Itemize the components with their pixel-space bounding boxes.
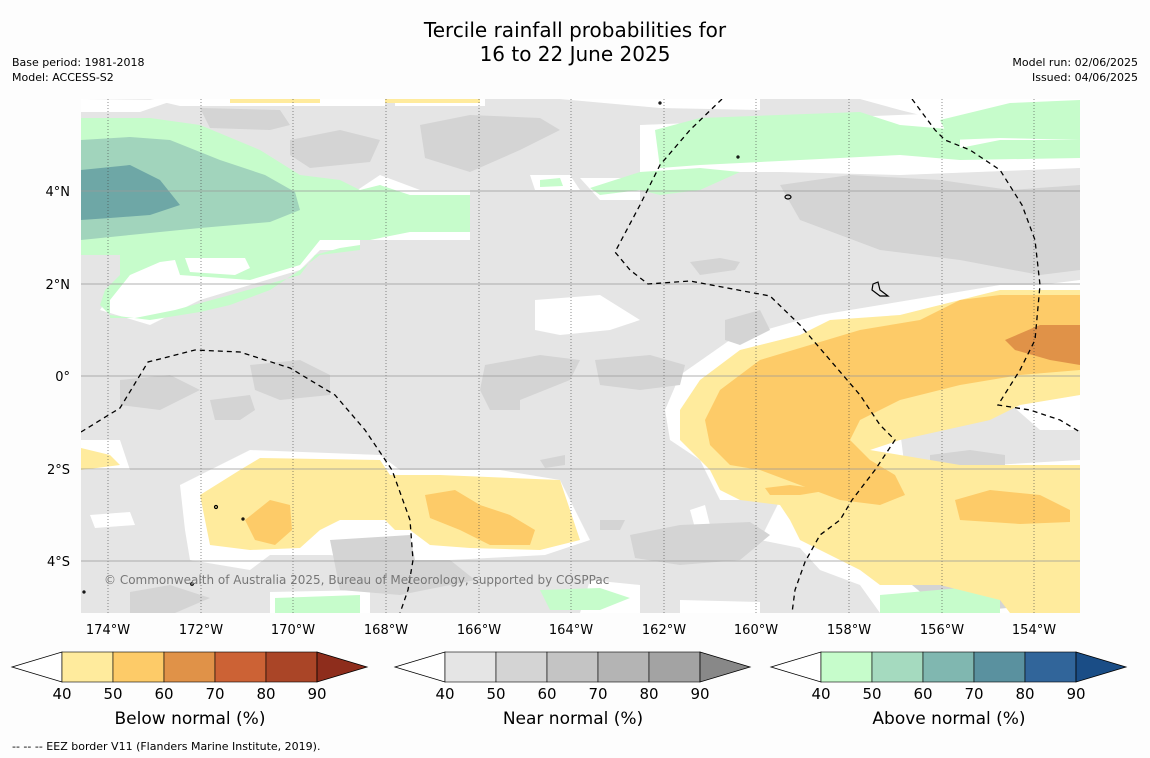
colorbar-tick-label: 60 bbox=[537, 685, 556, 700]
rainfall-map: © Commonwealth of Australia 2025, Bureau… bbox=[10, 99, 1128, 700]
colorbar-segment bbox=[597, 651, 650, 683]
colorbar-lower-extension bbox=[769, 651, 822, 683]
above-normal-60-area bbox=[81, 165, 180, 220]
colorbar-segment bbox=[820, 651, 873, 683]
model-run-date: Model run: 02/06/2025 bbox=[1012, 56, 1138, 69]
colorbar-title-near: Near normal (%) bbox=[502, 709, 644, 729]
eez-borders bbox=[81, 99, 1080, 613]
copyright-notice: © Commonwealth of Australia 2025, Bureau… bbox=[104, 573, 609, 587]
lon-label: 168°W bbox=[364, 623, 408, 638]
colorbar-tick-label: 60 bbox=[154, 685, 173, 700]
colorbar-tick-label: 60 bbox=[913, 685, 932, 700]
colorbar-segment bbox=[973, 651, 1026, 683]
colorbar-segment bbox=[922, 651, 975, 683]
lon-label: 158°W bbox=[827, 623, 871, 638]
colorbar-above: 40 50 60 70 80 90 bbox=[769, 651, 1128, 700]
lon-label: 162°W bbox=[642, 623, 686, 638]
colorbar-tick-label: 40 bbox=[811, 685, 830, 700]
colorbar-tick-label: 50 bbox=[486, 685, 505, 700]
lon-label: 154°W bbox=[1012, 623, 1056, 638]
lat-label: 4°N bbox=[46, 185, 71, 200]
colorbar-near: 40 50 60 70 80 90 bbox=[393, 651, 752, 700]
colorbar-below: 40 50 60 70 80 90 bbox=[10, 651, 369, 700]
colorbar-tick-label: 90 bbox=[307, 685, 326, 700]
below-normal-50-areas bbox=[245, 295, 1080, 545]
issued-date: Issued: 04/06/2025 bbox=[1031, 71, 1138, 84]
islands bbox=[82, 101, 890, 594]
colorbar-segment bbox=[871, 651, 924, 683]
colorbar-upper-extension bbox=[699, 651, 752, 683]
lon-label: 174°W bbox=[86, 623, 130, 638]
colorbar-segment bbox=[495, 651, 548, 683]
colorbar-legends: 40 50 60 70 80 90 40 50 60 70 80 90 40 50 60 70 80 90 bbox=[10, 651, 1128, 700]
colorbar-tick-label: 70 bbox=[588, 685, 607, 700]
colorbar-segment bbox=[1024, 651, 1077, 683]
colorbar-tick-label: 80 bbox=[1015, 685, 1034, 700]
colorbar-tick-label: 70 bbox=[205, 685, 224, 700]
colorbar-segment bbox=[163, 651, 216, 683]
lat-label: 4°S bbox=[47, 555, 70, 570]
lon-label: 160°W bbox=[734, 623, 778, 638]
lat-label: 2°S bbox=[47, 463, 70, 478]
lon-label: 164°W bbox=[549, 623, 593, 638]
colorbar-title-below: Below normal (%) bbox=[114, 709, 266, 729]
lon-label: 166°W bbox=[457, 623, 501, 638]
colorbar-tick-label: 50 bbox=[103, 685, 122, 700]
run-info: Model run: 02/06/2025 Issued: 04/06/2025 bbox=[1012, 55, 1138, 85]
colorbar-tick-label: 70 bbox=[964, 685, 983, 700]
colorbar-tick-label: 80 bbox=[639, 685, 658, 700]
longitude-labels: 174°W 172°W 170°W 168°W 166°W 164°W 162°… bbox=[86, 623, 1056, 638]
model-info: Base period: 1981-2018 Model: ACCESS-S2 bbox=[12, 55, 144, 85]
base-period: Base period: 1981-2018 bbox=[12, 56, 145, 69]
map-field: © Commonwealth of Australia 2025, Bureau… bbox=[81, 99, 1080, 613]
colorbar-tick-label: 40 bbox=[52, 685, 71, 700]
lon-label: 170°W bbox=[271, 623, 315, 638]
lon-label: 172°W bbox=[179, 623, 223, 638]
lon-label: 156°W bbox=[920, 623, 964, 638]
title-line-2: 16 to 22 June 2025 bbox=[479, 42, 671, 66]
colorbar-segment bbox=[444, 651, 497, 683]
colorbar-upper-extension bbox=[316, 651, 369, 683]
lat-label: 2°N bbox=[46, 278, 71, 293]
eez-footnote: -- -- -- EEZ border V11 (Flanders Marine… bbox=[12, 740, 321, 753]
colorbar-tick-label: 40 bbox=[435, 685, 454, 700]
colorbar-segment bbox=[214, 651, 267, 683]
colorbar-segment bbox=[546, 651, 599, 683]
colorbar-lower-extension bbox=[10, 651, 63, 683]
below-normal-60-area bbox=[1005, 325, 1080, 365]
map-title: Tercile rainfall probabilities for 16 to… bbox=[0, 18, 1150, 66]
colorbar-tick-label: 80 bbox=[256, 685, 275, 700]
colorbar-tick-label: 90 bbox=[1066, 685, 1085, 700]
colorbar-segment bbox=[648, 651, 701, 683]
lat-label: 0° bbox=[55, 370, 70, 385]
latitude-gridlines bbox=[81, 190, 1080, 562]
colorbar-tick-label: 90 bbox=[690, 685, 709, 700]
title-line-1: Tercile rainfall probabilities for bbox=[423, 18, 727, 42]
colorbar-segment bbox=[112, 651, 165, 683]
latitude-labels: 4°N 2°N 0° 2°S 4°S bbox=[46, 185, 71, 570]
model-name: Model: ACCESS-S2 bbox=[12, 71, 114, 84]
colorbar-segment bbox=[61, 651, 114, 683]
colorbar-lower-extension bbox=[393, 651, 446, 683]
colorbar-segment bbox=[265, 651, 318, 683]
colorbar-upper-extension bbox=[1075, 651, 1128, 683]
colorbar-title-above: Above normal (%) bbox=[872, 709, 1026, 729]
colorbar-tick-label: 50 bbox=[862, 685, 881, 700]
